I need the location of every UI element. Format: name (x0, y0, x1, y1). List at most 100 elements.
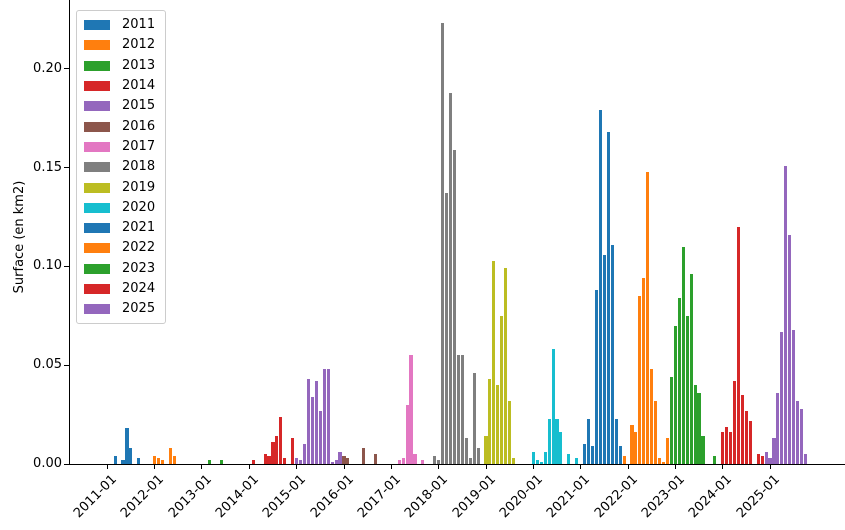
legend-swatch-2024 (84, 284, 110, 294)
legend-swatch-2012 (84, 40, 110, 51)
legend-item-2019: 2019 (84, 177, 155, 197)
legend-item-2023: 2023 (84, 259, 155, 279)
legend-item-2022: 2022 (84, 238, 155, 258)
bar-2020-m117 (567, 454, 571, 464)
bar-2024-m166 (760, 456, 764, 464)
bar-2025-m171 (780, 331, 784, 464)
bar-2019-m101 (504, 268, 508, 464)
bar-2022-m139 (654, 400, 658, 464)
legend-item-2020: 2020 (84, 198, 155, 218)
x-tick-label-2022-01: 2022-01 (591, 472, 641, 522)
legend-swatch-2014 (84, 81, 110, 92)
bar-2022-m140 (658, 458, 662, 464)
legend-label-2011: 2011 (122, 17, 156, 33)
bar-2025-m172 (784, 165, 788, 464)
y-tick-0.10 (64, 265, 69, 267)
bar-2011-m5 (125, 428, 129, 464)
bar-2017-m80 (421, 460, 425, 464)
y-tick-label-0.15: 0.15 (33, 159, 62, 175)
x-tick-label-2025-01: 2025-01 (733, 472, 783, 522)
y-axis-label: Surface (en km2) (12, 180, 27, 294)
bar-2014-m37 (251, 460, 255, 464)
bar-2024-m157 (725, 426, 729, 464)
bar-2024-m163 (748, 420, 752, 464)
bar-2018-m88 (452, 149, 456, 464)
bar-2012-m12 (153, 456, 157, 464)
legend-item-2015: 2015 (84, 96, 155, 116)
bar-2021-m125 (598, 110, 602, 464)
legend-item-2017: 2017 (84, 137, 155, 157)
bar-2023-m144 (673, 325, 677, 464)
bar-2012-m17 (172, 456, 176, 464)
bar-2022-m135 (638, 296, 642, 464)
x-tick-2011-01 (106, 465, 108, 469)
legend-item-2024: 2024 (84, 279, 155, 299)
legend-swatch-2023 (84, 263, 110, 274)
x-tick-2017-01 (390, 465, 392, 469)
bar-2024-m158 (729, 432, 733, 464)
legend-label-2015: 2015 (122, 98, 156, 114)
bar-2018-m93 (472, 373, 476, 464)
bar-2022-m141 (661, 462, 666, 464)
legend-item-2014: 2014 (84, 76, 155, 96)
bar-2015-m59 (338, 452, 342, 464)
bar-2025-m176 (800, 408, 804, 464)
x-tick-2021-01 (580, 465, 582, 469)
bar-2018-m90 (460, 355, 464, 464)
x-tick-label-2011-01: 2011-01 (70, 472, 120, 522)
bar-2016-m61 (346, 458, 350, 464)
x-tick-label-2023-01: 2023-01 (638, 472, 688, 522)
legend-swatch-2019 (84, 182, 110, 193)
x-tick-label-2024-01: 2024-01 (686, 472, 736, 522)
bar-2024-m160 (736, 226, 741, 464)
bar-2025-m173 (788, 234, 792, 464)
bar-2021-m128 (610, 244, 614, 464)
bar-2020-m109 (535, 460, 539, 464)
x-tick-2023-01 (674, 465, 676, 469)
x-tick-2025-01 (769, 465, 771, 469)
bar-2017-m77 (409, 355, 413, 464)
x-tick-2012-01 (154, 465, 156, 469)
x-tick-label-2018-01: 2018-01 (402, 472, 452, 522)
bar-2021-m130 (618, 446, 622, 464)
legend-label-2020: 2020 (122, 199, 156, 215)
bar-2019-m96 (484, 436, 488, 464)
x-tick-label-2014-01: 2014-01 (212, 472, 262, 522)
bar-2023-m149 (693, 385, 697, 464)
bar-2013-m29 (220, 460, 224, 464)
x-tick-label-2017-01: 2017-01 (354, 472, 404, 522)
bar-2015-m57 (330, 462, 334, 464)
bar-2019-m98 (492, 260, 496, 464)
bar-2014-m40 (263, 454, 267, 464)
bar-2014-m47 (291, 438, 295, 464)
bar-2023-m148 (689, 274, 693, 464)
bar-2015-m53 (314, 381, 318, 464)
bar-2013-m26 (208, 460, 212, 464)
bar-2022-m133 (630, 424, 634, 464)
bar-2020-m113 (551, 349, 555, 464)
bar-2014-m42 (271, 442, 275, 464)
bar-2020-m111 (543, 452, 547, 464)
legend-swatch-2017 (84, 141, 110, 152)
y-tick-label-0.05: 0.05 (33, 357, 62, 373)
x-tick-label-2013-01: 2013-01 (165, 472, 215, 522)
x-tick-label-2020-01: 2020-01 (496, 472, 546, 522)
bar-2011-m8 (137, 458, 141, 464)
x-tick-2024-01 (722, 465, 724, 469)
bar-2012-m14 (160, 460, 165, 464)
bar-2021-m121 (583, 444, 587, 464)
bar-2023-m146 (681, 246, 685, 464)
legend-swatch-2021 (84, 223, 110, 234)
bar-2018-m84 (437, 460, 441, 464)
bar-2022-m142 (665, 438, 670, 464)
bar-2022-m131 (622, 456, 626, 464)
bar-2019-m103 (512, 458, 516, 464)
y-tick-0.15 (64, 167, 69, 169)
bar-2020-m108 (531, 452, 535, 464)
bar-2018-m87 (448, 92, 453, 464)
x-tick-2013-01 (201, 465, 203, 469)
bar-2020-m119 (575, 458, 579, 464)
x-tick-label-2016-01: 2016-01 (307, 472, 357, 522)
bar-2023-m154 (713, 456, 717, 464)
bar-2015-m52 (310, 396, 314, 464)
